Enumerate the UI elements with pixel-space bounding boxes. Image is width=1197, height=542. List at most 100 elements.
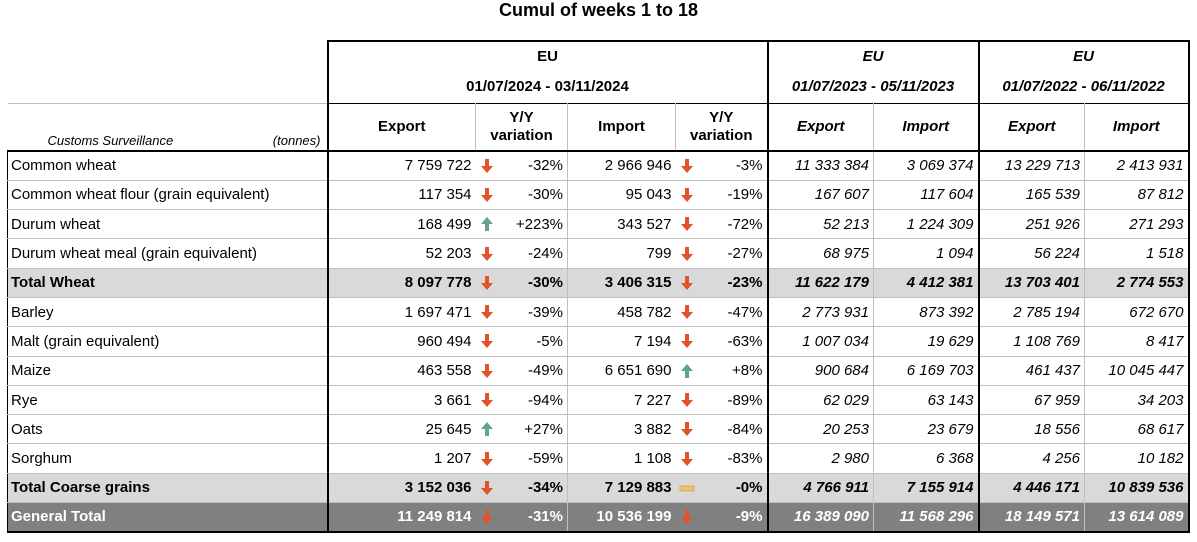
table-row: Common wheat flour (grain equivalent) 117… bbox=[7, 180, 1190, 211]
import-2024-cell: 343 527 bbox=[567, 209, 676, 240]
import-trend bbox=[675, 238, 698, 269]
col-import-yy-variation: Y/Y variation bbox=[675, 102, 769, 152]
grain-trade-table: EU EU EU 01/07/2024 - 03/11/2024 01/07/2… bbox=[7, 40, 1190, 533]
import-2022-cell: 10 045 447 bbox=[1084, 356, 1190, 386]
import-2022-cell: 10 182 bbox=[1084, 443, 1190, 474]
group-2023-region: EU bbox=[767, 40, 980, 71]
row-label: Malt (grain equivalent) bbox=[7, 326, 328, 357]
import-2024-cell: 95 043 bbox=[567, 180, 676, 211]
arrow-down-icon bbox=[676, 421, 698, 437]
export-2023-cell: 2 773 931 bbox=[767, 297, 874, 328]
import-2022-cell: 1 518 bbox=[1084, 238, 1190, 269]
export-variation-cell: -94% bbox=[497, 385, 568, 416]
col-export-2022: Export bbox=[978, 102, 1085, 152]
export-trend bbox=[475, 473, 498, 504]
import-2022-cell: 34 203 bbox=[1084, 385, 1190, 416]
export-2023-cell: 2 980 bbox=[767, 443, 874, 474]
import-2024-cell: 3 406 315 bbox=[567, 268, 676, 298]
table-row: Durum wheat meal (grain equivalent) 52 20… bbox=[7, 238, 1190, 269]
page-title: Cumul of weeks 1 to 18 bbox=[498, 0, 699, 20]
table-row: Durum wheat 168 499 +223% 343 527 -72% 52 213… bbox=[7, 209, 1190, 240]
row-label: General Total bbox=[7, 502, 328, 533]
arrow-up-icon bbox=[476, 216, 498, 232]
export-variation-cell: -30% bbox=[497, 180, 568, 211]
arrow-down-icon bbox=[676, 158, 698, 174]
export-trend bbox=[475, 151, 498, 181]
import-2023-cell: 19 629 bbox=[873, 326, 980, 357]
import-variation-cell: -9% bbox=[697, 502, 769, 533]
export-2024-cell: 11 249 814 bbox=[326, 502, 476, 533]
group-2022-period: 01/07/2022 - 06/11/2022 bbox=[978, 71, 1190, 103]
export-2022-cell: 165 539 bbox=[978, 180, 1085, 211]
import-2023-cell: 63 143 bbox=[873, 385, 980, 416]
col-export-2024: Export bbox=[326, 102, 476, 152]
table-row: Sorghum 1 207 -59% 1 108 -83% 2 980 6 368 4 256… bbox=[7, 443, 1190, 474]
import-2023-cell: 3 069 374 bbox=[873, 151, 980, 181]
import-trend bbox=[675, 268, 698, 298]
export-2022-cell: 461 437 bbox=[978, 356, 1085, 386]
export-2022-cell: 4 256 bbox=[978, 443, 1085, 474]
yy-line1: Y/Y bbox=[509, 108, 534, 126]
export-2024-cell: 960 494 bbox=[326, 326, 476, 357]
export-2022-cell: 251 926 bbox=[978, 209, 1085, 240]
arrow-up-icon bbox=[476, 421, 498, 437]
row-label: Total Wheat bbox=[7, 268, 328, 298]
export-2024-cell: 463 558 bbox=[326, 356, 476, 386]
export-variation-cell: -34% bbox=[497, 473, 568, 504]
arrow-down-icon bbox=[676, 333, 698, 349]
export-2024-cell: 168 499 bbox=[326, 209, 476, 240]
export-2024-cell: 52 203 bbox=[326, 238, 476, 269]
export-variation-cell: -5% bbox=[497, 326, 568, 357]
col-export-2023: Export bbox=[767, 102, 874, 152]
import-2023-cell: 4 412 381 bbox=[873, 268, 980, 298]
import-2022-cell: 68 617 bbox=[1084, 414, 1190, 445]
export-2022-cell: 67 959 bbox=[978, 385, 1085, 416]
total-row: Total Coarse grains 3 152 036 -34% 7 129 88… bbox=[7, 473, 1190, 504]
import-trend bbox=[675, 443, 698, 474]
import-trend bbox=[675, 356, 698, 386]
export-2023-cell: 900 684 bbox=[767, 356, 874, 386]
import-2024-cell: 1 108 bbox=[567, 443, 676, 474]
import-2022-cell: 13 614 089 bbox=[1084, 502, 1190, 533]
import-2022-cell: 2 413 931 bbox=[1084, 151, 1190, 181]
import-2023-cell: 6 169 703 bbox=[873, 356, 980, 386]
export-2023-cell: 1 007 034 bbox=[767, 326, 874, 357]
import-trend bbox=[675, 414, 698, 445]
import-2024-cell: 7 129 883 bbox=[567, 473, 676, 504]
arrow-up-icon bbox=[676, 363, 698, 379]
export-variation-cell: -49% bbox=[497, 356, 568, 386]
export-2022-cell: 18 149 571 bbox=[978, 502, 1085, 533]
import-variation-cell: -89% bbox=[697, 385, 769, 416]
import-variation-cell: +8% bbox=[697, 356, 769, 386]
group-2024-period: 01/07/2024 - 03/11/2024 bbox=[326, 71, 769, 103]
export-variation-cell: +223% bbox=[497, 209, 568, 240]
export-trend bbox=[475, 297, 498, 328]
import-trend bbox=[675, 209, 698, 240]
export-trend bbox=[475, 502, 498, 533]
import-2022-cell: 87 812 bbox=[1084, 180, 1190, 211]
import-2024-cell: 10 536 199 bbox=[567, 502, 676, 533]
table-row: Maize 463 558 -49% 6 651 690 +8% 900 684 6 169… bbox=[7, 356, 1190, 386]
arrow-down-icon bbox=[476, 333, 498, 349]
import-variation-cell: -84% bbox=[697, 414, 769, 445]
export-trend bbox=[475, 238, 498, 269]
col-import-2022: Import bbox=[1084, 102, 1190, 152]
import-variation-cell: -19% bbox=[697, 180, 769, 211]
group-2023-period: 01/07/2023 - 05/11/2023 bbox=[767, 71, 980, 103]
arrow-down-icon bbox=[676, 275, 698, 291]
header-blank bbox=[8, 41, 328, 71]
import-2024-cell: 458 782 bbox=[567, 297, 676, 328]
arrow-down-icon bbox=[476, 480, 498, 496]
import-trend bbox=[675, 151, 698, 181]
import-2022-cell: 271 293 bbox=[1084, 209, 1190, 240]
import-variation-cell: -72% bbox=[697, 209, 769, 240]
import-2023-cell: 11 568 296 bbox=[873, 502, 980, 533]
row-label: Sorghum bbox=[7, 443, 328, 474]
arrow-down-icon bbox=[476, 451, 498, 467]
group-2024-region: EU bbox=[326, 40, 769, 71]
export-2023-cell: 52 213 bbox=[767, 209, 874, 240]
export-2023-cell: 4 766 911 bbox=[767, 473, 874, 504]
export-variation-cell: -24% bbox=[497, 238, 568, 269]
import-2024-cell: 3 882 bbox=[567, 414, 676, 445]
export-2022-cell: 18 556 bbox=[978, 414, 1085, 445]
